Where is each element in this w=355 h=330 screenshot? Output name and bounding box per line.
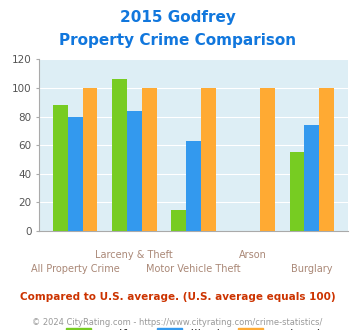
Text: Property Crime Comparison: Property Crime Comparison (59, 33, 296, 48)
Text: Motor Vehicle Theft: Motor Vehicle Theft (146, 264, 241, 274)
Bar (83, 88, 97, 231)
Bar (260, 88, 275, 231)
Bar (127, 111, 142, 231)
Text: All Property Crime: All Property Crime (31, 264, 120, 274)
Legend: Godfrey, Illinois, National: Godfrey, Illinois, National (61, 323, 326, 330)
Bar (112, 80, 127, 231)
Bar (142, 88, 157, 231)
Bar (201, 88, 215, 231)
Text: Burglary: Burglary (291, 264, 332, 274)
Text: Compared to U.S. average. (U.S. average equals 100): Compared to U.S. average. (U.S. average … (20, 292, 335, 302)
Text: 2015 Godfrey: 2015 Godfrey (120, 10, 235, 25)
Bar (171, 210, 186, 231)
Bar (186, 141, 201, 231)
Text: Larceny & Theft: Larceny & Theft (95, 250, 173, 260)
Bar (68, 116, 83, 231)
Text: Arson: Arson (239, 250, 267, 260)
Bar (53, 105, 68, 231)
Text: © 2024 CityRating.com - https://www.cityrating.com/crime-statistics/: © 2024 CityRating.com - https://www.city… (32, 318, 323, 327)
Bar (290, 152, 304, 231)
Bar (304, 125, 319, 231)
Bar (319, 88, 334, 231)
